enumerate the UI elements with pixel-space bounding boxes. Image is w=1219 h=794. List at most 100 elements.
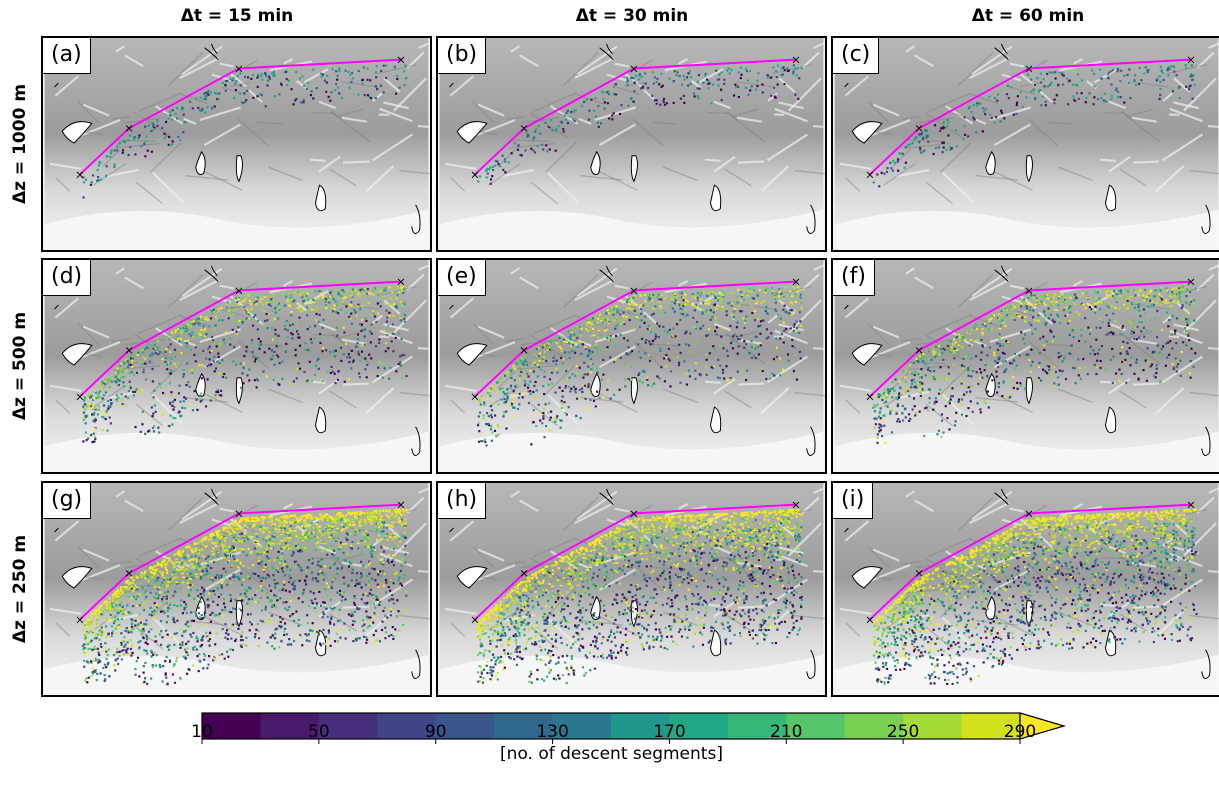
density-cell <box>1142 294 1145 297</box>
density-cell <box>281 567 284 570</box>
density-cell <box>630 378 633 381</box>
density-cell <box>337 312 340 315</box>
ridge <box>732 108 758 117</box>
density-cell <box>1080 92 1083 95</box>
density-cell <box>960 364 964 367</box>
map-panel-e: × × × × (e) <box>436 258 827 474</box>
density-cell <box>260 73 263 76</box>
density-cell <box>193 322 197 325</box>
density-cell <box>207 318 210 321</box>
density-cell <box>744 86 747 89</box>
density-cell <box>890 409 893 412</box>
density-cell <box>88 393 91 396</box>
density-cell <box>382 91 385 94</box>
density-cell <box>235 332 238 336</box>
density-cell <box>1039 337 1042 340</box>
density-cell <box>137 391 140 394</box>
density-cell <box>920 151 923 154</box>
density-cell <box>300 321 303 325</box>
density-cell <box>1037 314 1040 317</box>
density-cell <box>341 514 344 517</box>
density-cell <box>1022 337 1025 340</box>
density-cell <box>662 325 665 328</box>
density-cell <box>653 99 657 102</box>
density-cell <box>291 531 294 534</box>
density-cell <box>315 319 318 322</box>
valley <box>282 280 294 287</box>
density-cell <box>765 377 768 381</box>
density-cell <box>141 356 145 359</box>
ridge <box>229 304 250 310</box>
density-cell <box>623 323 626 326</box>
density-cell <box>678 292 682 295</box>
density-cell <box>904 380 907 383</box>
density-cell-high <box>316 307 320 310</box>
density-cell <box>799 296 802 299</box>
density-cell <box>335 611 338 615</box>
density-cell <box>644 82 647 85</box>
density-cell <box>683 101 686 104</box>
density-cell-high <box>1026 303 1030 306</box>
density-cell <box>384 342 388 345</box>
section-marker-icon: × <box>1186 275 1196 289</box>
density-cell <box>161 413 164 416</box>
density-cell-high <box>1167 302 1171 304</box>
density-cell <box>367 302 370 305</box>
density-cell <box>234 639 237 642</box>
density-cell <box>477 415 480 418</box>
density-cell <box>1160 69 1163 73</box>
density-cell <box>224 526 227 529</box>
density-cell <box>177 338 180 341</box>
density-cell <box>493 429 497 432</box>
valley <box>1207 124 1219 128</box>
density-cell-high <box>603 330 607 332</box>
density-cell <box>972 104 975 107</box>
density-cell <box>1067 352 1070 355</box>
ridge <box>201 169 243 191</box>
density-cell <box>489 428 493 431</box>
density-cell <box>502 168 505 171</box>
density-cell <box>375 76 378 79</box>
density-cell <box>297 362 300 365</box>
density-cell <box>173 604 176 607</box>
density-cell <box>322 578 325 581</box>
density-cell <box>699 294 702 297</box>
density-cell <box>253 302 256 305</box>
density-cell <box>925 129 928 132</box>
density-cell <box>975 355 978 358</box>
density-cell-high <box>559 347 563 350</box>
density-cell <box>195 614 198 617</box>
density-cell <box>232 573 235 576</box>
density-cell <box>589 357 593 361</box>
terrain-map: ×××× <box>834 260 1219 472</box>
density-cell-high <box>699 298 703 301</box>
ridge <box>138 92 182 112</box>
density-cell <box>298 367 302 370</box>
density-cell <box>290 294 293 297</box>
density-cell <box>935 354 938 357</box>
density-cell-high <box>351 297 355 300</box>
density-cell <box>933 356 936 359</box>
density-cell <box>655 102 658 105</box>
density-cell <box>674 293 677 297</box>
density-cell <box>393 515 396 518</box>
descent-segment-density <box>82 285 408 444</box>
density-cell <box>616 308 619 311</box>
density-cell <box>233 346 236 349</box>
density-cell <box>1102 99 1105 102</box>
density-cell <box>320 604 323 607</box>
density-cell <box>157 353 160 356</box>
density-cell <box>1055 383 1059 386</box>
density-cell <box>242 362 245 365</box>
density-cell <box>973 118 976 121</box>
density-cell <box>350 610 353 613</box>
density-cell <box>798 331 801 335</box>
density-cell <box>303 549 306 552</box>
density-cell <box>900 152 903 155</box>
valley <box>788 77 822 112</box>
density-cell <box>284 328 287 331</box>
density-cell <box>799 293 802 296</box>
density-cell <box>198 364 201 367</box>
density-cell <box>504 400 507 404</box>
density-cell <box>1043 85 1046 88</box>
